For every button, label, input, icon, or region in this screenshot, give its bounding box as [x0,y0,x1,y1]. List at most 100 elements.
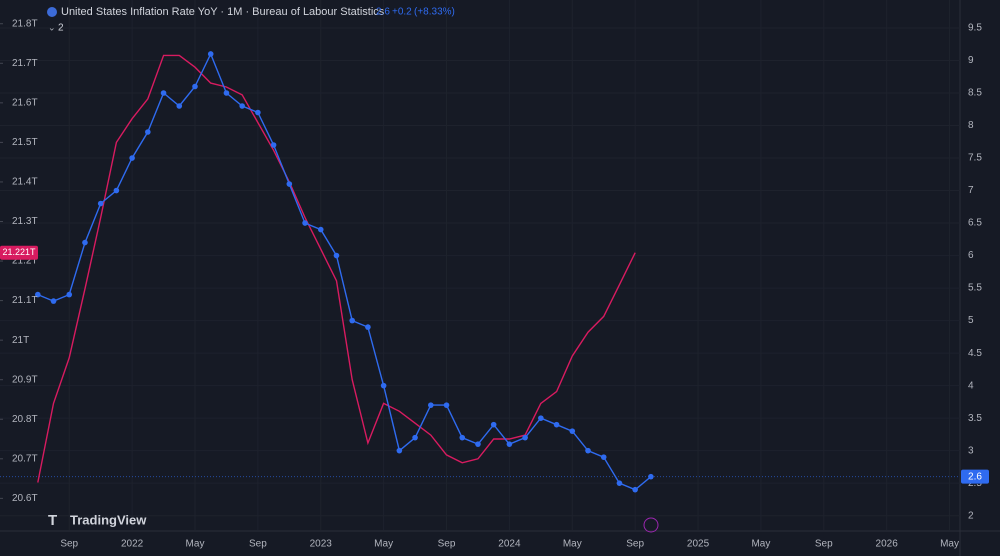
point [616,480,623,486]
y2-tick-label: 9.5 [968,23,982,34]
point [459,434,466,441]
y2-tick-label: 4 [968,380,974,391]
point [82,239,88,246]
series-line [37,54,636,483]
y2-tick-label: 7.5 [968,153,982,164]
indicator-count[interactable]: 2 [58,23,64,34]
point [35,291,41,298]
x-tick-label: 2026 [876,539,899,550]
y2-tick-label: 3.5 [968,413,982,424]
x-tick-label: May [751,539,770,550]
point [333,252,340,259]
point [553,421,560,428]
y2-tick-label: 9 [968,55,974,66]
point [286,181,293,187]
x-tick-label: Sep [815,539,833,550]
y2-tick-label: 2 [968,510,974,521]
point [160,90,167,96]
point [585,447,591,454]
x-tick-label: May [186,539,205,550]
point [317,226,324,233]
y2-tick-label: 6.5 [968,218,982,229]
brand: TradingView [70,512,147,527]
point [97,200,104,207]
point [648,473,654,480]
y-tick-label: 21.1T [12,295,38,306]
plot [35,51,654,493]
x-tick-label: 2025 [687,539,710,550]
y2-tick-label: 5 [968,315,974,326]
point [600,454,607,460]
y2-tick-label: 5.5 [968,283,982,294]
y2-tick-label: 6 [968,250,974,261]
y-tick-label: 20.6T [12,493,38,504]
last-value-label: 21.221T [2,247,36,257]
point [428,402,434,408]
y-tick-label: 21.2T [12,256,38,267]
point [255,109,261,116]
header-change: +0.2 [392,7,412,18]
point [396,447,403,454]
point [506,441,513,447]
point [569,428,576,434]
header-value: 2.6 [376,7,390,18]
brand-icon: T [48,512,57,529]
point [302,220,308,226]
point [380,382,387,389]
point [145,129,151,135]
point [632,486,638,493]
point [475,441,481,447]
y-tick-label: 21T [12,335,29,346]
x-tick-label: Sep [249,539,267,550]
x-tick-label: 2022 [121,539,144,550]
x-tick-label: 2023 [310,539,333,550]
point [176,103,183,109]
point [207,51,214,57]
series-line [37,52,652,491]
grid [0,476,960,478]
y-tick-label: 20.7T [12,453,38,464]
y-tick-label: 21.4T [12,177,38,188]
chart-title: United States Inflation Rate YoY · 1M · … [61,6,385,18]
x-tick-label: Sep [438,539,456,550]
point [50,298,57,304]
y2-tick-label: 8.5 [968,88,982,99]
header-change-pct: (+8.33%) [414,7,455,18]
x-tick-label: May [563,539,582,550]
point [522,434,528,441]
x-tick-label: 2024 [498,539,521,550]
point [223,90,230,96]
point [412,434,418,441]
y2-tick-label: 7 [968,185,974,196]
point [270,142,277,148]
point [66,291,73,298]
last-value-badge [961,469,989,484]
y2-tick-label: 4.5 [968,348,982,359]
y-tick-label: 21.8T [12,18,38,29]
x-tick-label: May [374,539,393,550]
y-tick-label: 20.9T [12,374,38,385]
point [129,155,135,161]
point [192,83,198,90]
x-tick-label: May [940,539,959,550]
event-icon[interactable] [643,517,659,533]
y2-tick-label: 3 [968,445,974,456]
y-tick-label: 21.7T [12,58,38,69]
point [538,415,544,421]
y-tick-label: 21.6T [12,97,38,108]
y-tick-label: 21.5T [12,137,38,148]
collapse-icon[interactable]: ⌄ [48,22,56,32]
last-value-badge [0,245,38,260]
y-tick-label: 20.8T [12,414,38,425]
x-tick-label: Sep [626,539,644,550]
point [490,421,497,428]
point [365,324,371,330]
flag-icon [47,7,57,17]
y2-tick-label: 8 [968,120,974,131]
x-tick-label: Sep [60,539,78,550]
y-tick-label: 21.3T [12,216,38,227]
last-value-label: 2.6 [968,471,982,482]
